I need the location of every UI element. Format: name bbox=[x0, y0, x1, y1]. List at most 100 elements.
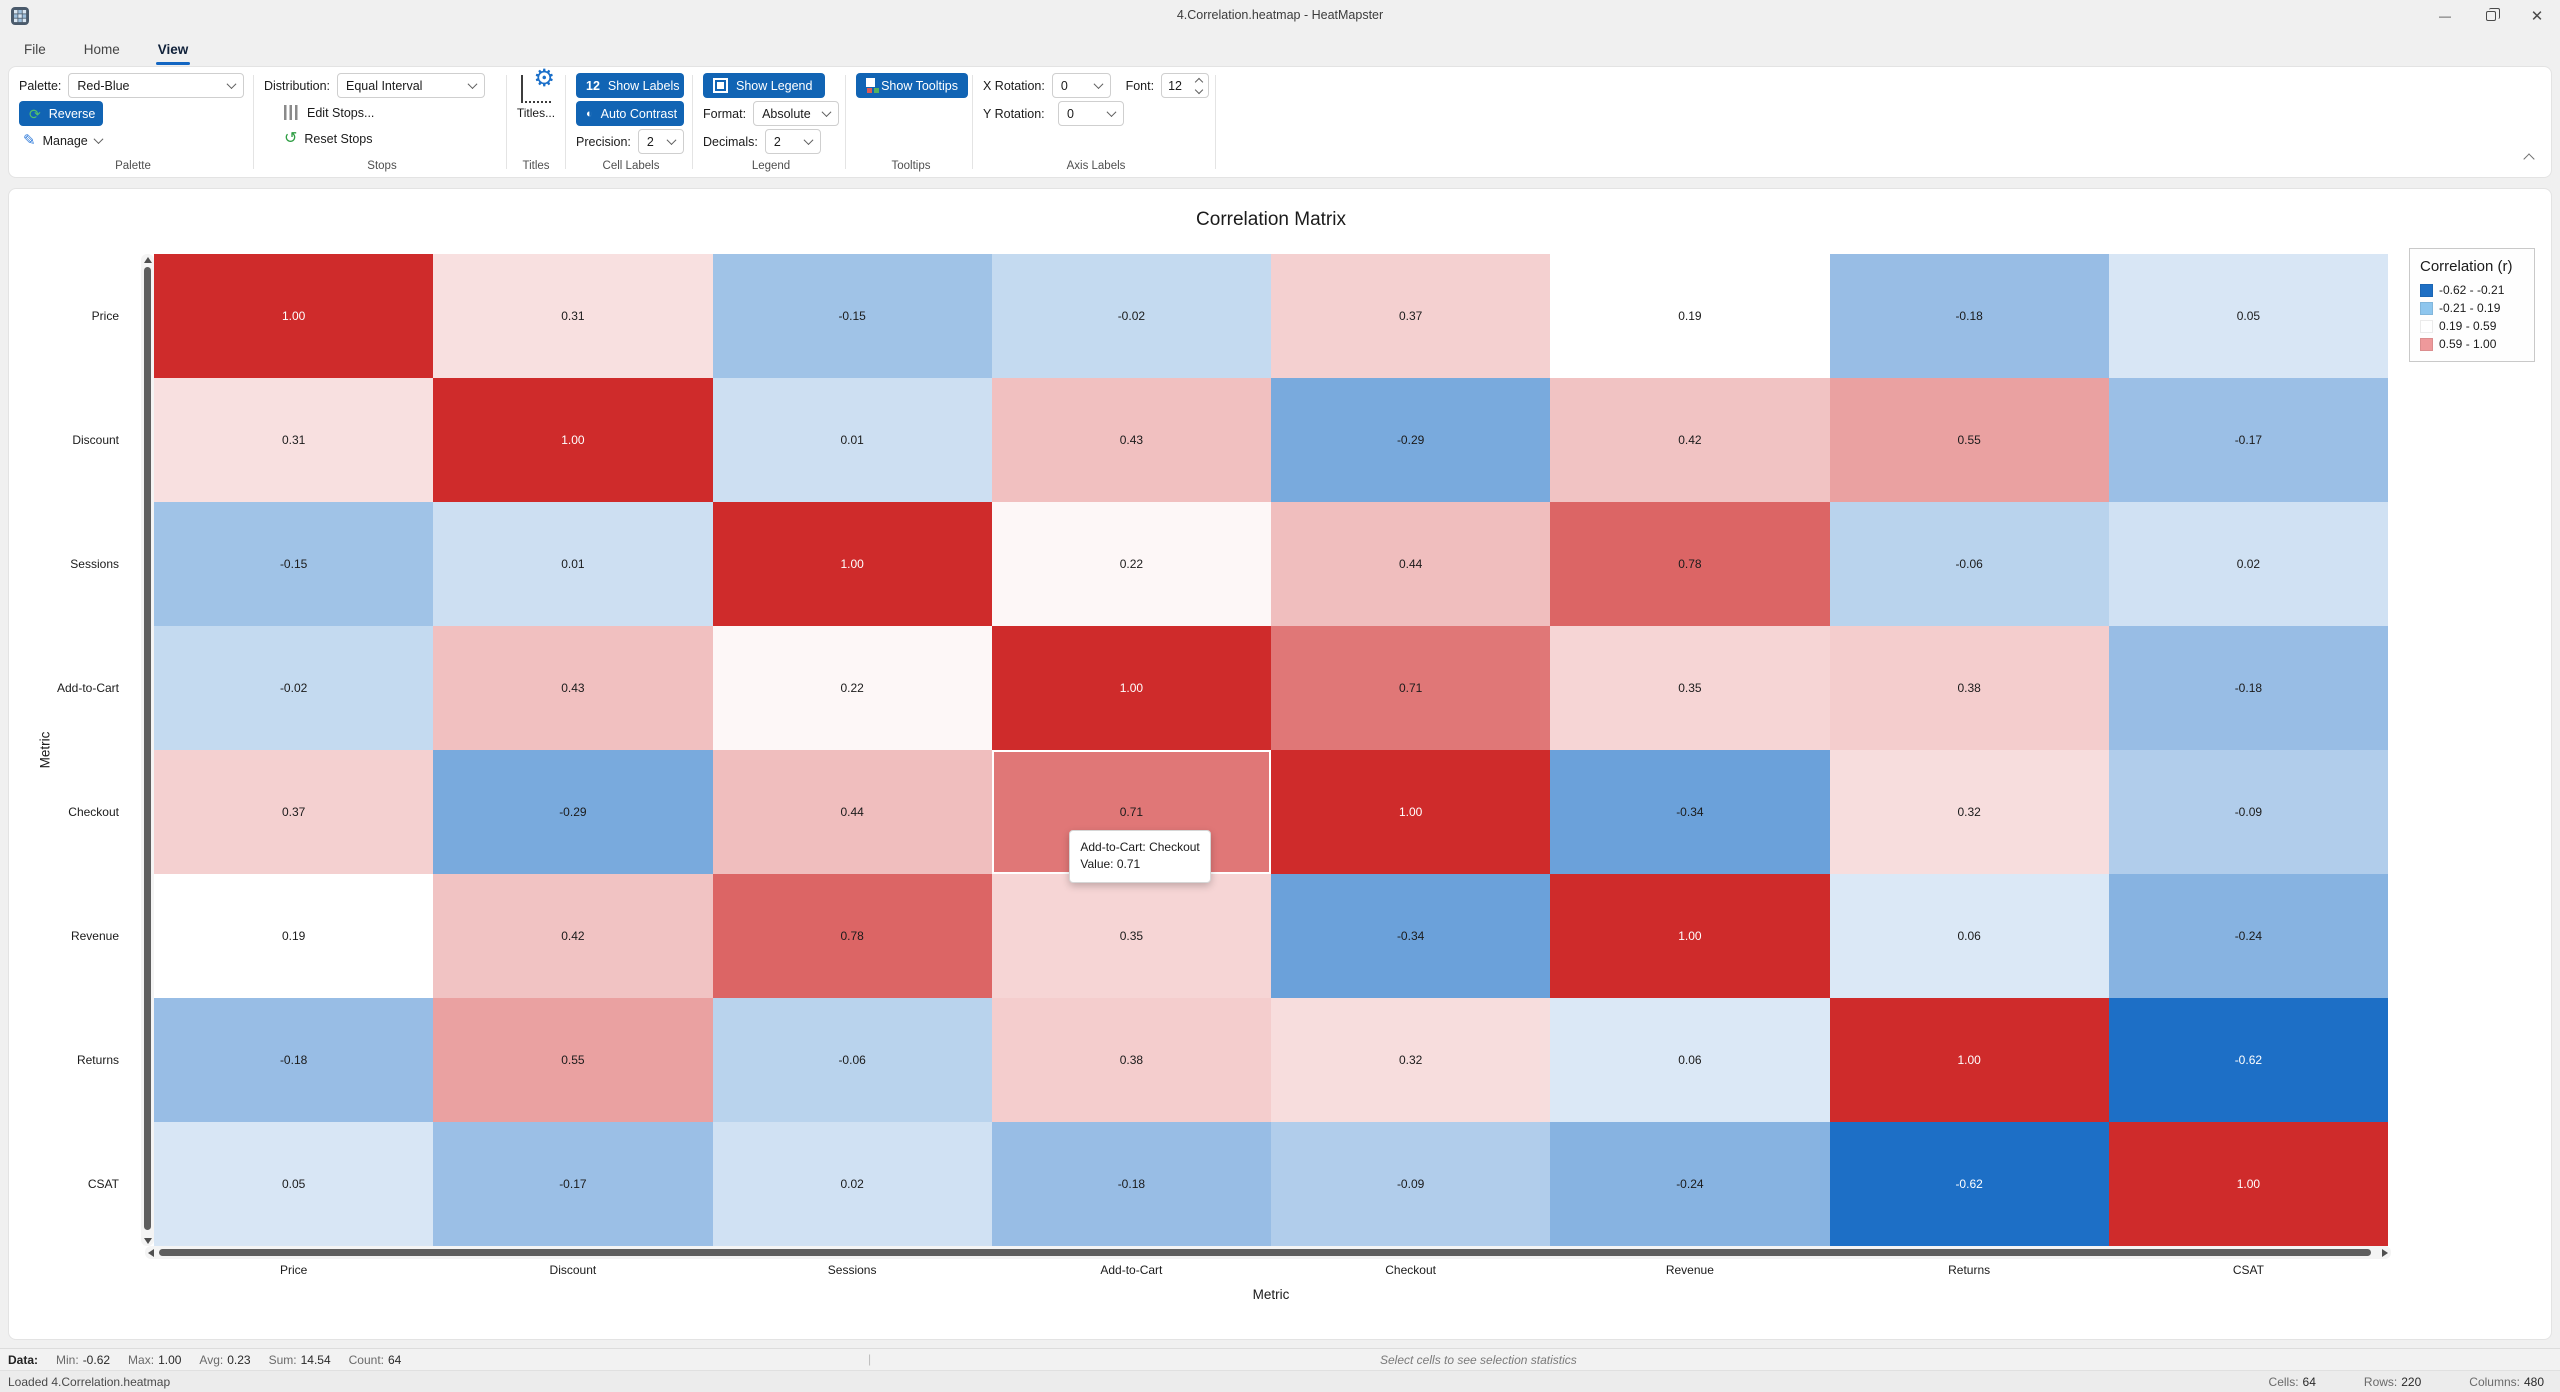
font-size-stepper[interactable]: 12 bbox=[1161, 73, 1209, 98]
heatmap-cell[interactable]: 1.00 bbox=[712, 502, 992, 626]
close-button[interactable]: ✕ bbox=[2514, 0, 2560, 32]
heatmap-cell[interactable]: 1.00 bbox=[1829, 998, 2109, 1122]
reset-stops-button[interactable]: ↺ Reset Stops bbox=[280, 127, 377, 150]
heatmap-cell[interactable]: 0.02 bbox=[2108, 502, 2388, 626]
horizontal-scrollbar[interactable] bbox=[145, 1246, 2391, 1259]
heatmap-cell[interactable]: 0.22 bbox=[991, 502, 1271, 626]
y-rotation-dropdown[interactable]: 0 bbox=[1058, 101, 1124, 126]
titles-button[interactable]: ⚙ Titles... bbox=[513, 67, 559, 158]
heatmap-cell[interactable]: 1.00 bbox=[991, 626, 1271, 750]
edit-stops-label: Edit Stops... bbox=[307, 105, 375, 120]
heatmap-cell[interactable]: -0.02 bbox=[991, 254, 1271, 378]
heatmap-cell[interactable]: 0.06 bbox=[1550, 998, 1830, 1122]
heatmap-cell[interactable]: 1.00 bbox=[433, 378, 713, 502]
tab-view[interactable]: View bbox=[152, 38, 195, 65]
heatmap-cell[interactable]: 0.38 bbox=[991, 998, 1271, 1122]
heatmap-cell[interactable]: -0.18 bbox=[2108, 626, 2388, 750]
heatmap-cell[interactable]: 0.42 bbox=[433, 874, 713, 998]
heatmap-cell[interactable]: 0.31 bbox=[433, 254, 713, 378]
ribbon-collapse-button[interactable] bbox=[2523, 153, 2535, 165]
heatmap-cell[interactable]: 0.44 bbox=[712, 750, 992, 874]
heatmap-cell[interactable]: 0.01 bbox=[433, 502, 713, 626]
heatmap-cell[interactable]: 0.71 bbox=[1271, 626, 1551, 750]
heatmap-cell[interactable]: -0.17 bbox=[2108, 378, 2388, 502]
heatmap-cell[interactable]: 0.01 bbox=[712, 378, 992, 502]
heatmap-cell[interactable]: 0.55 bbox=[1829, 378, 2109, 502]
heatmap-cell[interactable]: -0.15 bbox=[154, 502, 434, 626]
reverse-button[interactable]: ⟳ Reverse bbox=[19, 101, 103, 126]
scroll-right-icon[interactable] bbox=[2382, 1248, 2388, 1257]
distribution-dropdown[interactable]: Equal Interval bbox=[337, 73, 485, 98]
show-labels-toggle[interactable]: 12 Show Labels bbox=[576, 73, 684, 98]
spin-up-icon[interactable] bbox=[1194, 77, 1204, 86]
heatmap-cell[interactable]: 0.32 bbox=[1271, 998, 1551, 1122]
vertical-scrollbar-thumb[interactable] bbox=[144, 267, 151, 1230]
heatmap-cell[interactable]: -0.09 bbox=[2108, 750, 2388, 874]
heatmap-cell[interactable]: -0.18 bbox=[154, 998, 434, 1122]
heatmap-cell[interactable]: 0.38 bbox=[1829, 626, 2109, 750]
show-legend-toggle[interactable]: Show Legend bbox=[703, 73, 825, 98]
heatmap-cell[interactable]: -0.06 bbox=[1829, 502, 2109, 626]
spin-down-icon[interactable] bbox=[1194, 85, 1204, 94]
heatmap-cell[interactable]: -0.15 bbox=[712, 254, 992, 378]
decimals-dropdown[interactable]: 2 bbox=[764, 129, 821, 154]
manage-button[interactable]: ✎ Manage bbox=[19, 129, 106, 152]
heatmap-cell[interactable]: 1.00 bbox=[2108, 1122, 2388, 1246]
heatmap-cell[interactable]: -0.09 bbox=[1271, 1122, 1551, 1246]
minimize-button[interactable]: — bbox=[2422, 0, 2468, 32]
format-dropdown[interactable]: Absolute bbox=[753, 101, 839, 126]
heatmap-cell[interactable]: 0.02 bbox=[712, 1122, 992, 1246]
auto-contrast-toggle[interactable]: ◐ Auto Contrast bbox=[576, 101, 684, 126]
heatmap-cell[interactable]: 0.44 bbox=[1271, 502, 1551, 626]
show-tooltips-toggle[interactable]: Show Tooltips bbox=[856, 73, 968, 98]
heatmap-cell[interactable]: -0.02 bbox=[154, 626, 434, 750]
precision-dropdown[interactable]: 2 bbox=[637, 129, 684, 154]
heatmap-cell[interactable]: -0.18 bbox=[1829, 254, 2109, 378]
heatmap-cell[interactable]: -0.06 bbox=[712, 998, 992, 1122]
heatmap-cell[interactable]: -0.17 bbox=[433, 1122, 713, 1246]
heatmap-cell[interactable]: -0.24 bbox=[1550, 1122, 1830, 1246]
heatmap-cell[interactable]: 0.22 bbox=[712, 626, 992, 750]
scroll-down-icon[interactable] bbox=[143, 1238, 152, 1244]
heatmap-cell[interactable]: -0.34 bbox=[1271, 874, 1551, 998]
heatmap-cell[interactable]: -0.62 bbox=[2108, 998, 2388, 1122]
tab-home[interactable]: Home bbox=[83, 42, 120, 57]
heatmap-cell[interactable]: 1.00 bbox=[1550, 874, 1830, 998]
heatmap-cell[interactable]: 0.42 bbox=[1550, 378, 1830, 502]
heatmap-cell[interactable]: 0.31 bbox=[154, 378, 434, 502]
heatmap-cell[interactable]: -0.29 bbox=[1271, 378, 1551, 502]
heatmap-cell[interactable]: 0.05 bbox=[154, 1122, 434, 1246]
palette-dropdown[interactable]: Red-Blue bbox=[68, 73, 245, 98]
heatmap-cell[interactable]: -0.34 bbox=[1550, 750, 1830, 874]
heatmap-cell[interactable]: 0.35 bbox=[991, 874, 1271, 998]
heatmap-cell[interactable]: -0.18 bbox=[991, 1122, 1271, 1246]
heatmap-cell[interactable]: 0.05 bbox=[2108, 254, 2388, 378]
heatmap-cell[interactable]: 1.00 bbox=[154, 254, 434, 378]
heatmap-cell[interactable]: -0.24 bbox=[2108, 874, 2388, 998]
chevron-down-icon bbox=[1106, 107, 1117, 118]
heatmap-cell[interactable]: 0.37 bbox=[154, 750, 434, 874]
heatmap-cell[interactable]: 0.32 bbox=[1829, 750, 2109, 874]
heatmap-cell[interactable]: 1.00 bbox=[1271, 750, 1551, 874]
heatmap-cell[interactable]: 0.19 bbox=[1550, 254, 1830, 378]
horizontal-scrollbar-thumb[interactable] bbox=[159, 1249, 2371, 1256]
edit-stops-button[interactable]: Edit Stops... bbox=[280, 101, 378, 124]
x-rotation-dropdown[interactable]: 0 bbox=[1051, 73, 1111, 98]
heatmap-cell[interactable]: 0.19 bbox=[154, 874, 434, 998]
scroll-up-icon[interactable] bbox=[143, 257, 152, 263]
scroll-left-icon[interactable] bbox=[148, 1248, 154, 1257]
vertical-scrollbar[interactable] bbox=[141, 254, 154, 1246]
heatmap-cell[interactable]: -0.29 bbox=[433, 750, 713, 874]
heatmap-cell[interactable]: 0.06 bbox=[1829, 874, 2109, 998]
tab-file[interactable]: File bbox=[24, 42, 46, 57]
heatmap-cell[interactable]: 0.43 bbox=[991, 378, 1271, 502]
heatmap-cell[interactable]: -0.62 bbox=[1829, 1122, 2109, 1246]
heatmap-cell[interactable]: 0.78 bbox=[1550, 502, 1830, 626]
heatmap-cell[interactable]: 0.35 bbox=[1550, 626, 1830, 750]
maximize-restore-button[interactable] bbox=[2468, 0, 2514, 32]
heatmap-cell[interactable]: 0.37 bbox=[1271, 254, 1551, 378]
heatmap-cell[interactable]: 0.55 bbox=[433, 998, 713, 1122]
chevron-down-icon bbox=[803, 135, 814, 146]
heatmap-cell[interactable]: 0.78 bbox=[712, 874, 992, 998]
heatmap-cell[interactable]: 0.43 bbox=[433, 626, 713, 750]
